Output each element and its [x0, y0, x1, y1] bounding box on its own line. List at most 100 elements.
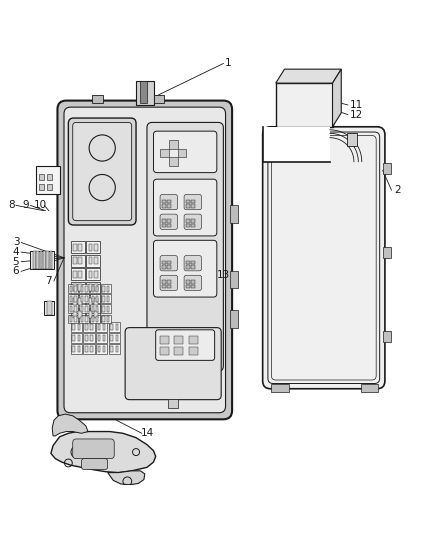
Bar [383, 163, 391, 174]
Bar [92, 95, 103, 103]
Bar [186, 204, 190, 207]
Bar [43, 251, 54, 269]
Bar [160, 348, 169, 355]
Bar [70, 296, 72, 302]
Bar [78, 335, 80, 341]
Bar [79, 285, 89, 293]
Bar [49, 251, 52, 269]
Bar [81, 296, 83, 302]
Bar [186, 261, 190, 264]
Bar [94, 285, 98, 292]
FancyBboxPatch shape [160, 214, 177, 229]
Bar [72, 324, 75, 330]
Bar [89, 257, 92, 264]
Bar [109, 333, 120, 343]
Bar [94, 244, 98, 251]
Bar [70, 286, 72, 292]
Bar [162, 261, 166, 264]
Text: 9: 9 [23, 200, 29, 211]
Bar [86, 255, 100, 267]
Text: 8: 8 [8, 200, 15, 211]
Bar [169, 140, 177, 149]
Bar [96, 344, 107, 354]
Bar [174, 336, 183, 344]
Bar [153, 95, 164, 103]
Bar [83, 344, 95, 354]
Bar [86, 268, 100, 280]
Bar [110, 335, 113, 341]
Bar [92, 316, 94, 322]
Bar [102, 316, 105, 322]
Bar [96, 333, 107, 343]
Bar [71, 268, 85, 280]
Bar [46, 251, 49, 269]
Bar [71, 322, 82, 332]
Bar [101, 304, 111, 313]
Bar [92, 286, 94, 292]
Bar [103, 346, 106, 352]
Bar [167, 261, 171, 264]
Bar [72, 335, 75, 341]
FancyBboxPatch shape [184, 256, 201, 271]
Bar [230, 271, 238, 288]
Bar [162, 200, 166, 203]
Polygon shape [108, 471, 145, 485]
Bar [186, 200, 190, 203]
FancyBboxPatch shape [73, 439, 114, 458]
Polygon shape [276, 69, 341, 83]
Bar [78, 324, 80, 330]
Polygon shape [332, 69, 341, 127]
Bar [162, 224, 166, 227]
Bar [96, 286, 99, 292]
Bar [276, 83, 332, 127]
Bar [347, 133, 357, 147]
Bar [78, 285, 82, 292]
Text: 5: 5 [13, 257, 19, 266]
Bar [98, 324, 100, 330]
Bar [186, 280, 190, 284]
Bar [90, 285, 100, 293]
Bar [160, 149, 169, 157]
Bar [86, 309, 100, 321]
Bar [73, 311, 77, 318]
FancyBboxPatch shape [125, 328, 221, 400]
Bar [72, 346, 75, 352]
Bar [90, 335, 93, 341]
Bar [101, 314, 111, 323]
Bar [98, 335, 100, 341]
Bar [68, 304, 78, 313]
Bar [70, 316, 72, 322]
Bar [39, 183, 44, 190]
Text: 3: 3 [13, 238, 19, 247]
Bar [68, 314, 78, 323]
Bar [30, 251, 41, 269]
Bar [81, 286, 83, 292]
FancyBboxPatch shape [153, 131, 217, 173]
Bar [191, 204, 195, 207]
Bar [68, 294, 78, 303]
FancyBboxPatch shape [68, 118, 136, 225]
Bar [141, 81, 147, 103]
Bar [168, 399, 178, 408]
Bar [96, 306, 99, 312]
Bar [136, 81, 153, 105]
Bar [89, 298, 92, 305]
Bar [85, 306, 88, 312]
Bar [90, 346, 93, 352]
Bar [177, 149, 186, 157]
Bar [33, 251, 35, 269]
FancyBboxPatch shape [160, 195, 177, 210]
Bar [162, 285, 166, 288]
Bar [89, 271, 92, 278]
Bar [39, 251, 42, 269]
Bar [103, 324, 106, 330]
Text: 12: 12 [350, 110, 363, 119]
Bar [191, 285, 195, 288]
Bar [98, 346, 100, 352]
Bar [83, 333, 95, 343]
Bar [101, 285, 111, 293]
Bar [70, 306, 72, 312]
Bar [47, 174, 52, 181]
Bar [83, 322, 95, 332]
Bar [107, 286, 110, 292]
